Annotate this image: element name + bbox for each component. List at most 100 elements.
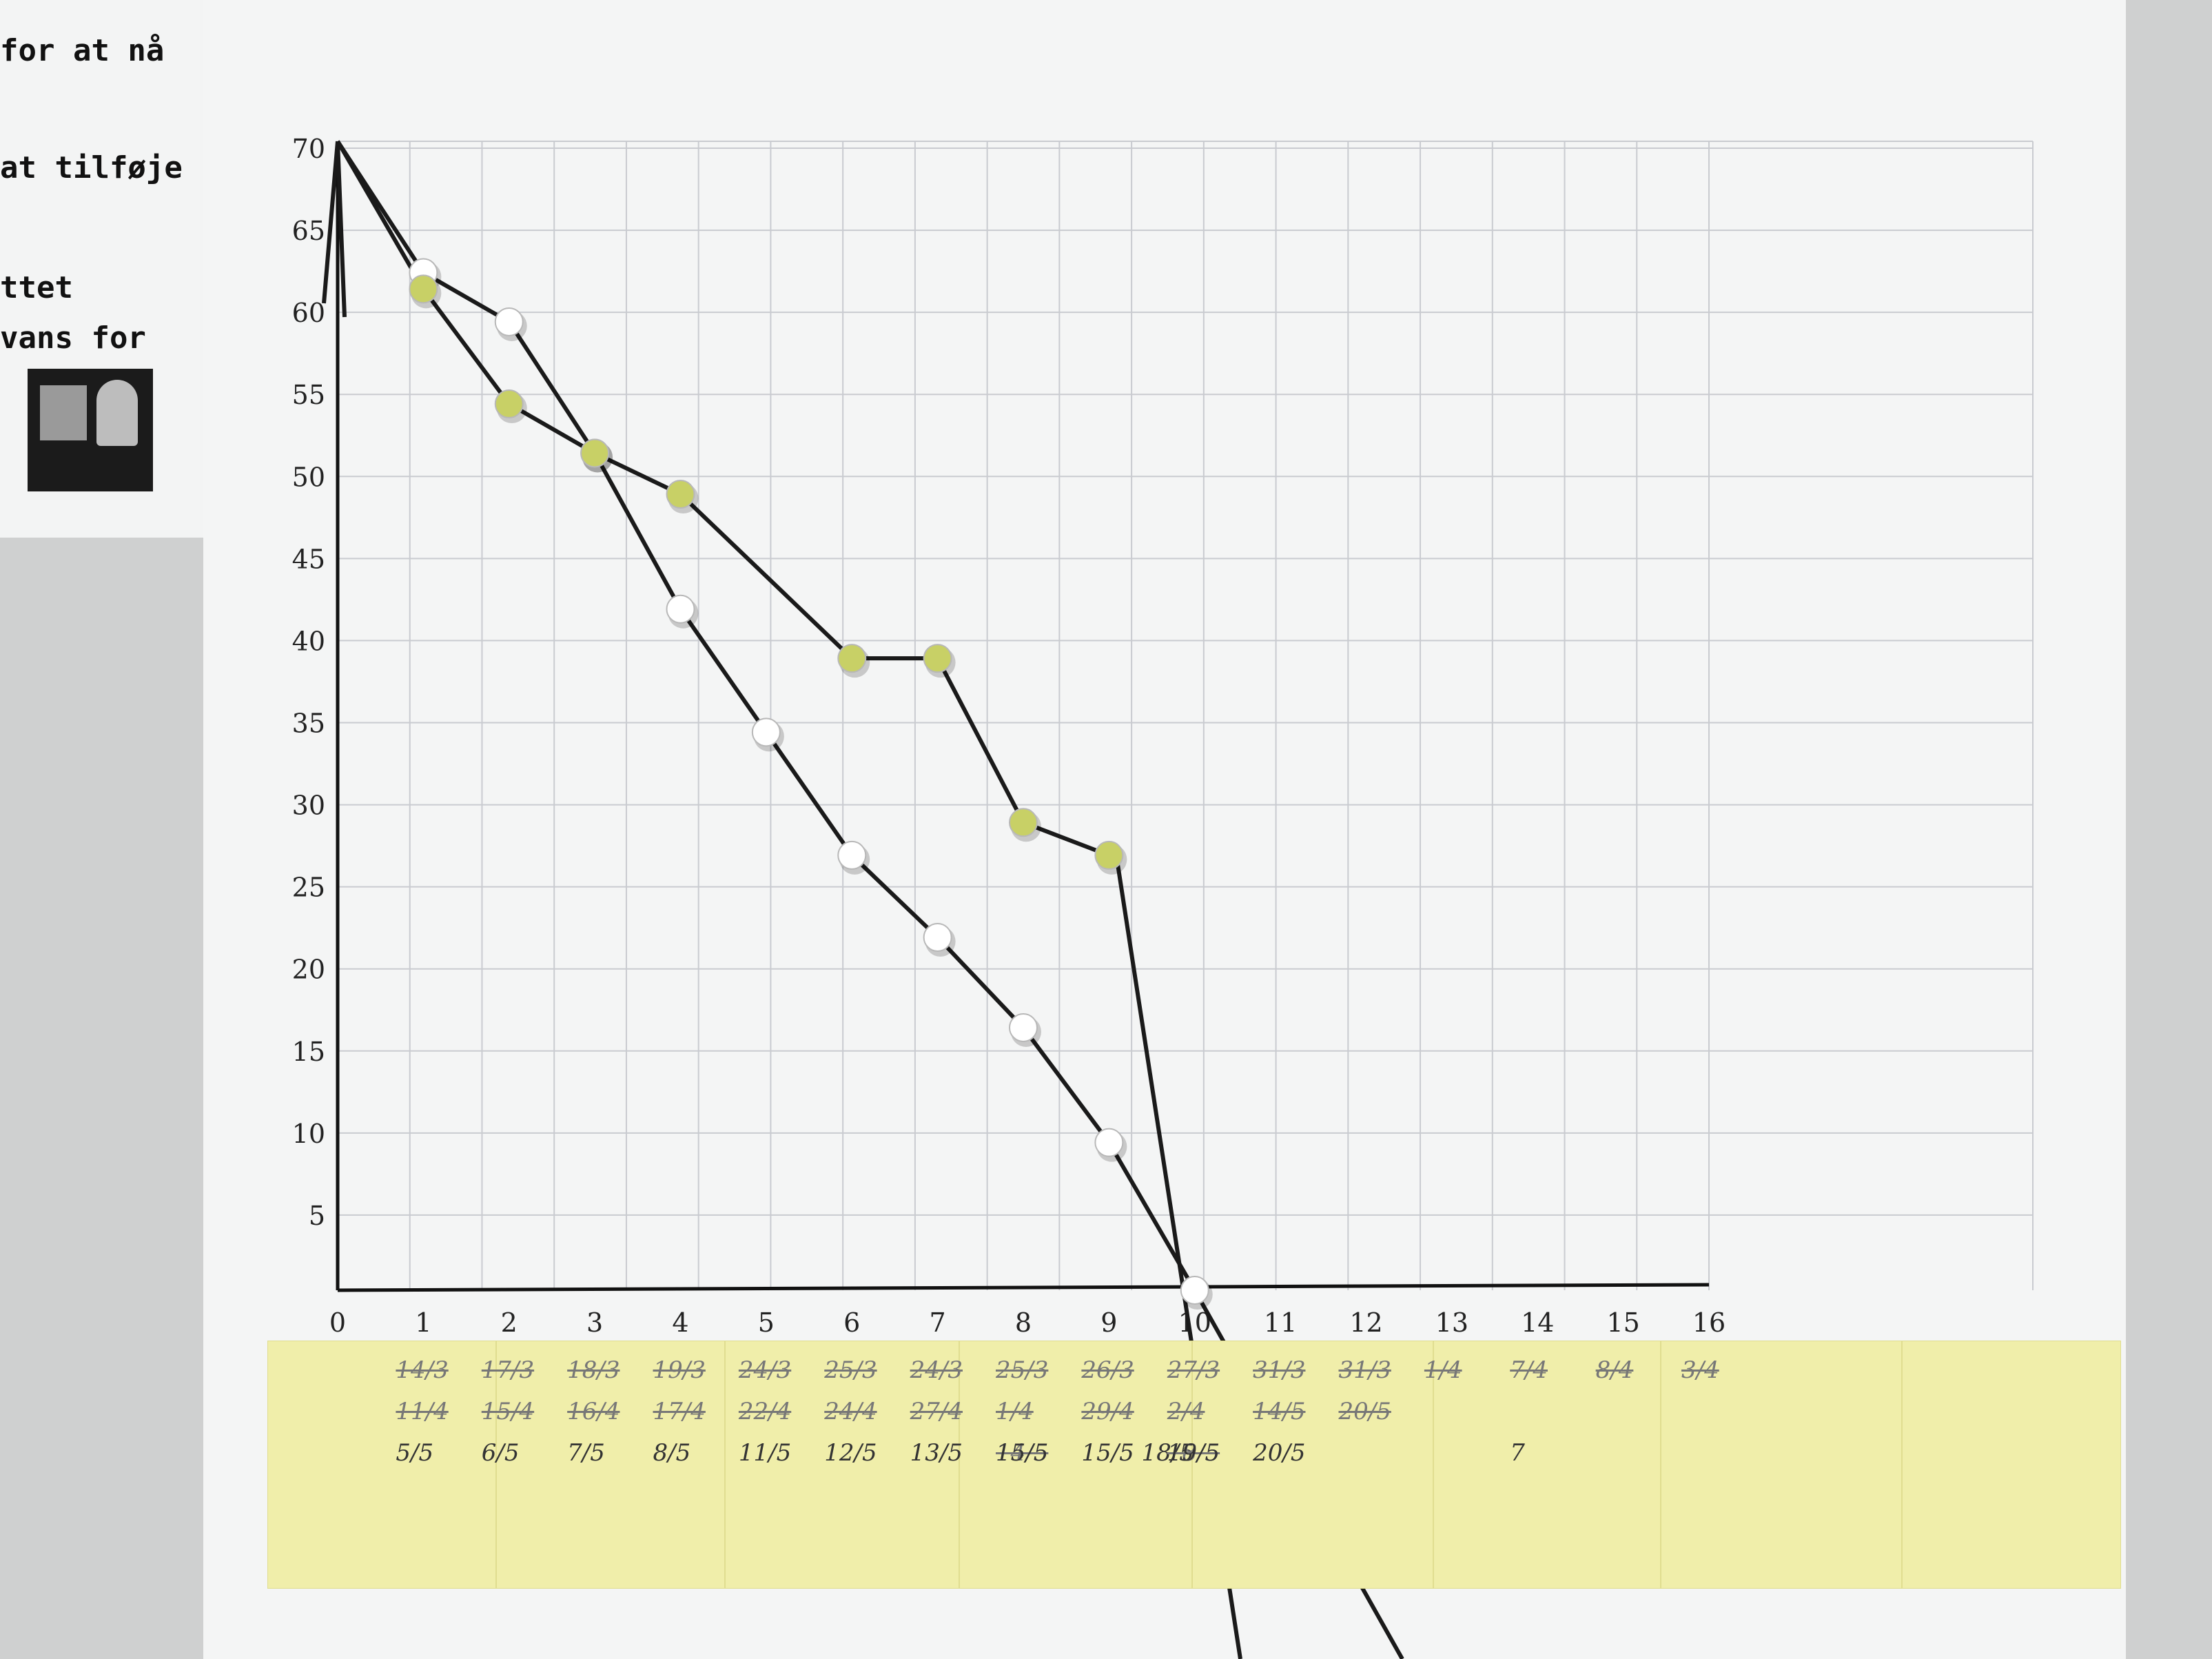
data-point-pin (1009, 808, 1038, 837)
chart-axes (336, 141, 1710, 1292)
current-date-label: 15/5 18/5 (1081, 1439, 1194, 1467)
data-point-pin (666, 594, 695, 624)
x-tick-label: 11 (1264, 1307, 1297, 1338)
sticky-note (1433, 1341, 1661, 1589)
photo-thumbnail (28, 369, 153, 491)
current-date-label: 12/5 (824, 1439, 877, 1467)
sticky-note (496, 1341, 725, 1589)
struck-date-label: 7/4 (1510, 1356, 1548, 1384)
struck-date-label: 16/4 (567, 1398, 620, 1425)
note-line-4: vans for (0, 320, 146, 356)
struck-date-label: 15/4 (481, 1398, 535, 1425)
current-date-label: 8/5 (653, 1439, 691, 1467)
data-point-pin (1094, 840, 1124, 870)
struck-date-label: 18/3 (567, 1356, 620, 1384)
struck-date-label: 31/3 (1253, 1356, 1306, 1384)
struck-date-label: 29/4 (1081, 1398, 1134, 1425)
struck-date-label: 14/5 (1253, 1398, 1306, 1425)
data-point-pin (1180, 1276, 1209, 1305)
y-tick-label: 70 (292, 134, 325, 164)
current-date-label: 11/5 (738, 1439, 792, 1467)
data-point-pin (494, 307, 524, 336)
x-tick-label: 12 (1349, 1307, 1382, 1338)
x-tick-label: 13 (1435, 1307, 1468, 1338)
y-tick-label: 5 (309, 1201, 325, 1231)
current-date-label: 20/5 (1253, 1439, 1306, 1467)
data-point-pin (1094, 1128, 1124, 1157)
sticky-note (267, 1341, 496, 1589)
current-date-label: 19/5 (1167, 1439, 1220, 1467)
x-tick-label: 4 (672, 1307, 688, 1338)
struck-date-label: 31/3 (1338, 1356, 1391, 1384)
sticky-note (725, 1341, 959, 1589)
struck-date-label: 17/3 (481, 1356, 535, 1384)
sticky-note (1661, 1341, 1902, 1589)
data-point-pin (409, 274, 438, 304)
current-date-label: 13/5 (910, 1439, 963, 1467)
struck-date-label: 8/4 (1595, 1356, 1634, 1384)
note-line-2: at tilføje (0, 150, 183, 185)
struck-date-label: 11/4 (396, 1398, 449, 1425)
current-date-label: 5/5 (396, 1439, 434, 1467)
struck-date-label: 24/3 (910, 1356, 963, 1384)
y-tick-label: 35 (292, 709, 325, 739)
x-tick-label: 1 (415, 1307, 431, 1338)
struck-date-label: 1/4 (1424, 1356, 1462, 1384)
x-tick-label: 15 (1606, 1307, 1639, 1338)
struck-date-label: 14/5 (996, 1439, 1049, 1467)
data-point-pin (1009, 1012, 1038, 1042)
x-tick-label: 14 (1521, 1307, 1554, 1338)
struck-date-label: 25/3 (824, 1356, 877, 1384)
x-tick-label: 7 (930, 1307, 946, 1338)
y-tick-label: 50 (292, 462, 325, 492)
sticky-note (1192, 1341, 1433, 1589)
data-point-pin (751, 717, 781, 747)
x-tick-label: 0 (329, 1307, 346, 1338)
struck-date-label: 3/4 (1681, 1356, 1719, 1384)
struck-date-label: 20/5 (1338, 1398, 1391, 1425)
struck-date-label: 22/4 (738, 1398, 792, 1425)
x-tick-label: 3 (586, 1307, 603, 1338)
y-tick-label: 20 (292, 955, 325, 985)
note-line-1: for at nå (0, 33, 165, 68)
x-tick-label: 6 (843, 1307, 860, 1338)
x-tick-label: 8 (1015, 1307, 1032, 1338)
struck-date-label: 17/4 (653, 1398, 706, 1425)
y-tick-label: 65 (292, 216, 325, 246)
struck-date-label: 25/3 (996, 1356, 1049, 1384)
data-point-pin (923, 644, 952, 673)
struck-date-label: 26/3 (1081, 1356, 1134, 1384)
y-tick-label: 25 (292, 873, 325, 903)
x-axis (337, 1283, 1710, 1292)
y-tick-label: 45 (292, 544, 325, 574)
struck-date-label: 19/3 (653, 1356, 706, 1384)
struck-date-label: 24/4 (824, 1398, 877, 1425)
series-pins (409, 258, 1213, 1310)
y-tick-label: 30 (292, 791, 325, 821)
y-tick-label: 60 (292, 298, 325, 328)
sticky-note (1902, 1341, 2121, 1589)
sticky-note (959, 1341, 1192, 1589)
struck-date-label: 27/3 (1167, 1356, 1220, 1384)
struck-date-label: 27/4 (910, 1398, 963, 1425)
left-note-paper: for at nå at tilføje ttet vans for (0, 0, 214, 538)
struck-date-label: 18/5 (1167, 1439, 1220, 1467)
current-date-label: 7 (1510, 1439, 1525, 1467)
struck-date-label: 2/4 (1167, 1398, 1205, 1425)
struck-date-label: 24/3 (738, 1356, 792, 1384)
series-line-2 (336, 140, 1110, 857)
current-date-label: 6/5 (481, 1439, 520, 1467)
x-tick-label: 16 (1692, 1307, 1725, 1338)
x-tick-label: 2 (501, 1307, 518, 1338)
chart-grid (337, 141, 2034, 1290)
y-tick-label: 55 (292, 380, 325, 410)
y-tick-label: 15 (292, 1037, 325, 1067)
string-knot (322, 141, 347, 318)
note-line-3: ttet (0, 270, 73, 305)
data-point-pin (923, 922, 952, 952)
data-point-pin (494, 389, 524, 419)
data-point-pin (666, 480, 695, 509)
x-tick-label: 5 (758, 1307, 775, 1338)
current-date-label: 15/5 (996, 1439, 1049, 1467)
struck-date-label: 14/3 (396, 1356, 449, 1384)
